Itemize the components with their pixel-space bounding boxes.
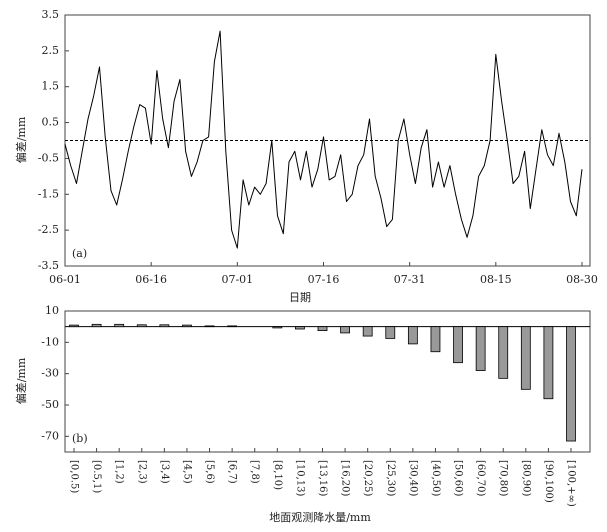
y-tick-label: -2.5 xyxy=(38,223,59,236)
x-tick-label: [8,10) xyxy=(272,460,283,490)
x-tick-label: [1,2) xyxy=(114,460,125,484)
bar xyxy=(317,326,328,331)
x-tick-label: [80,90) xyxy=(520,460,531,497)
bar xyxy=(114,323,125,328)
bar xyxy=(385,326,396,339)
bar xyxy=(407,326,418,345)
y-tick-label: -3.5 xyxy=(38,259,59,272)
y-axis-label: 偏差/mm xyxy=(14,116,28,163)
x-tick-label: [3,4) xyxy=(159,460,170,484)
bar xyxy=(543,326,554,400)
x-tick-label: [5,6) xyxy=(204,460,215,484)
bar xyxy=(272,326,283,329)
x-tick-label: [40,50) xyxy=(430,460,441,497)
y-tick-label: -50 xyxy=(41,398,59,411)
bar xyxy=(136,324,147,328)
x-axis-label: 日期 xyxy=(289,291,311,304)
y-tick-label: 2.5 xyxy=(42,44,60,57)
x-tick-label: [6,7) xyxy=(227,460,238,484)
bar xyxy=(204,325,215,328)
x-tick-label: [20,25) xyxy=(362,460,373,497)
bar xyxy=(159,324,170,328)
bar xyxy=(227,325,238,328)
y-tick-label: -70 xyxy=(41,429,59,442)
x-tick-label: 08-15 xyxy=(480,273,512,286)
y-tick-label: -30 xyxy=(41,367,59,380)
annotation: (b) xyxy=(72,432,88,445)
x-tick-label: 08-30 xyxy=(566,273,598,286)
bar xyxy=(566,326,576,442)
y-tick-label: 0.5 xyxy=(42,116,60,129)
bar xyxy=(69,324,79,328)
bar xyxy=(340,326,350,334)
bar xyxy=(91,323,102,328)
x-tick-label: [13,16) xyxy=(317,460,328,497)
bar xyxy=(430,326,441,353)
x-tick-label: [50,60) xyxy=(453,460,464,497)
x-tick-label: [0.5,1) xyxy=(91,460,102,493)
bar xyxy=(498,326,509,379)
data-line xyxy=(64,30,583,249)
x-tick-label: [30,40) xyxy=(407,460,418,497)
x-tick-label: [7,8) xyxy=(249,460,260,484)
x-tick-label: [4,5) xyxy=(181,460,192,484)
x-tick-label: [100,+∞) xyxy=(566,460,577,507)
x-tick-label: [16,20) xyxy=(340,460,351,497)
x-tick-label: [0,0.5) xyxy=(69,460,80,493)
x-tick-label: 07-31 xyxy=(394,273,426,286)
bar xyxy=(475,326,486,371)
x-tick-label: [2,3) xyxy=(136,460,147,484)
x-tick-label: [10,13) xyxy=(294,460,305,497)
x-tick-label: [60,70) xyxy=(475,460,486,497)
x-tick-label: 06-16 xyxy=(135,273,167,286)
y-tick-label: 10 xyxy=(45,304,59,317)
x-tick-label: [70,80) xyxy=(498,460,509,497)
bar xyxy=(182,324,192,328)
x-tick-label: 07-01 xyxy=(221,273,253,286)
plot-frame-b xyxy=(64,310,591,453)
y-tick-label: 3.5 xyxy=(42,8,60,21)
y-tick-label: -0.5 xyxy=(38,151,59,164)
x-tick-label: 07-16 xyxy=(308,273,340,286)
y-tick-label: 1.5 xyxy=(42,80,60,93)
y-tick-label: -10 xyxy=(41,335,59,348)
annotation: (a) xyxy=(72,247,87,260)
bar xyxy=(453,326,463,364)
x-tick-label: [90,100) xyxy=(543,460,554,503)
bar xyxy=(362,326,373,337)
x-tick-label: 06-01 xyxy=(49,273,81,286)
x-tick-label: [25,30) xyxy=(385,460,396,497)
bar xyxy=(520,326,531,390)
y-axis-label: 偏差/mm xyxy=(14,357,28,404)
y-tick-label: -1.5 xyxy=(38,187,59,200)
bar xyxy=(295,326,305,330)
x-axis-label: 地面观测降水量/mm xyxy=(269,510,371,524)
